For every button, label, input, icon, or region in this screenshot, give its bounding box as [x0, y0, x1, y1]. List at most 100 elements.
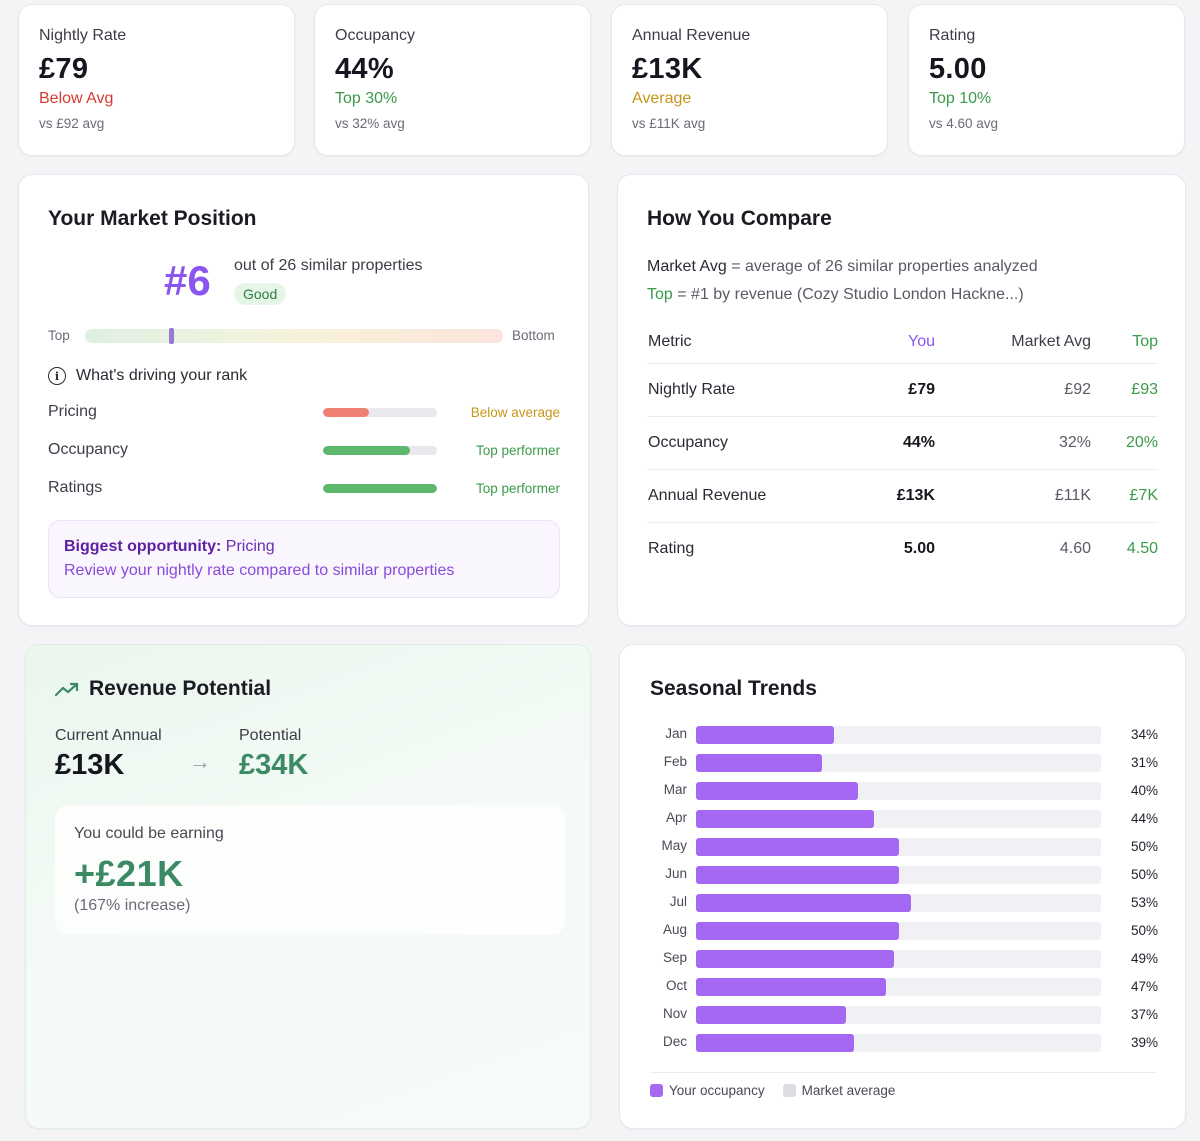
seasonal-row: Dec 39% — [650, 1034, 1160, 1052]
occupancy-bar — [696, 950, 895, 968]
compare-table: Metric You Market Avg Top Nightly Rate £… — [647, 330, 1158, 576]
factor-label: Occupancy — [48, 441, 129, 458]
earning-value: +£21K — [74, 853, 184, 894]
kpi-status: Top 10% — [929, 90, 992, 107]
kpi-card-occupancy: Occupancy 44% Top 30% vs 32% avg — [314, 4, 591, 156]
you-value: 5.00 — [903, 540, 935, 557]
seasonal-row: Oct 47% — [650, 978, 1160, 996]
seasonal-row: Jan 34% — [650, 726, 1160, 744]
opportunity-headline: Biggest opportunity: Pricing — [64, 538, 544, 556]
top-value: 20% — [1125, 434, 1158, 451]
occupancy-bar — [696, 978, 887, 996]
seasonal-row: Sep 49% — [650, 950, 1160, 968]
kpi-status: Top 30% — [335, 90, 398, 107]
rank-number: #6 — [164, 257, 211, 304]
rank-scale-bar — [85, 328, 503, 344]
occupancy-bar — [696, 810, 875, 828]
arrow-right-icon: → — [189, 749, 211, 774]
kpi-value: £79 — [39, 53, 89, 85]
trending-up-icon — [55, 682, 79, 697]
bar-track — [696, 978, 1101, 996]
seasonal-row: Jun 50% — [650, 866, 1160, 884]
kpi-status: Average — [632, 90, 692, 107]
month-label: Mar — [663, 782, 687, 797]
bar-track — [696, 726, 1101, 744]
kpi-label: Rating — [929, 27, 976, 44]
occupancy-value-label: 34% — [1130, 727, 1158, 742]
market-position-title: Your Market Position — [48, 207, 257, 230]
table-row: Occupancy 44% 32% 20% — [647, 417, 1158, 470]
top-key: Top — [647, 286, 673, 303]
seasonal-row: Mar 40% — [650, 782, 1160, 800]
bar-track — [696, 838, 1101, 856]
kpi-label: Occupancy — [335, 27, 416, 44]
revenue-potential-heading: Revenue Potential — [55, 677, 561, 701]
bar-track — [696, 1034, 1101, 1052]
current-annual-label: Current Annual — [55, 727, 162, 744]
rank-marker — [168, 328, 174, 344]
top-value: 4.50 — [1126, 540, 1158, 557]
bar-track — [696, 922, 1101, 940]
month-label: Oct — [665, 978, 687, 993]
occupancy-bar — [696, 838, 899, 856]
earning-label: You could be earning — [74, 825, 224, 842]
bar-track — [696, 950, 1101, 968]
occupancy-bar — [696, 782, 858, 800]
market-avg-description: = average of 26 similar properties analy… — [731, 258, 1038, 275]
month-label: Jan — [665, 726, 687, 741]
compare-title: How You Compare — [647, 207, 832, 230]
market-avg-value: 4.60 — [1059, 540, 1091, 557]
factor-label: Ratings — [48, 479, 103, 496]
kpi-value: 5.00 — [929, 53, 987, 85]
market-avg-value: 32% — [1058, 434, 1091, 451]
you-value: £79 — [908, 381, 935, 398]
current-annual-block: Current Annual £13K — [55, 727, 162, 782]
table-row: Annual Revenue £13K £11K £7K — [647, 470, 1158, 523]
rank-description: out of 26 similar properties — [234, 257, 423, 274]
metric-name: Occupancy — [648, 434, 729, 451]
kpi-card-annual-revenue: Annual Revenue £13K Average vs £11K avg — [611, 4, 888, 156]
bar-track — [696, 866, 1101, 884]
kpi-value: £13K — [632, 53, 703, 85]
factor-occupancy: Occupancy Top performer — [48, 441, 560, 463]
table-header: Metric You Market Avg Top — [647, 330, 1158, 364]
bar-track — [696, 1006, 1101, 1024]
info-icon: i — [48, 367, 66, 385]
driving-rank-heading: i What's driving your rank — [48, 367, 247, 385]
occupancy-bar — [696, 922, 899, 940]
metric-name: Annual Revenue — [648, 487, 767, 504]
occupancy-value-label: 50% — [1130, 867, 1158, 882]
occupancy-value-label: 31% — [1130, 755, 1158, 770]
occupancy-bar — [696, 866, 899, 884]
occupancy-value-label: 40% — [1130, 783, 1158, 798]
top-legend: Top = #1 by revenue (Cozy Studio London … — [647, 286, 1024, 304]
occupancy-bar — [696, 726, 834, 744]
header-metric: Metric — [648, 333, 692, 350]
occupancy-bar — [696, 1034, 854, 1052]
header-you: You — [908, 333, 935, 350]
seasonal-trends-title: Seasonal Trends — [650, 677, 817, 700]
bar-track — [696, 782, 1101, 800]
factor-bar-fill — [323, 484, 437, 493]
kpi-comparison: vs 32% avg — [335, 116, 405, 131]
legend-swatch-your-occupancy — [650, 1084, 663, 1097]
factor-status: Top performer — [475, 481, 560, 496]
driving-rank-title: What's driving your rank — [76, 367, 248, 384]
seasonal-row: May 50% — [650, 838, 1160, 856]
occupancy-value-label: 50% — [1130, 923, 1158, 938]
seasonal-row: Feb 31% — [650, 754, 1160, 772]
occupancy-bar — [696, 754, 822, 772]
market-avg-value: £92 — [1064, 381, 1091, 398]
potential-block: Potential £34K — [239, 727, 308, 782]
kpi-card-nightly-rate: Nightly Rate £79 Below Avg vs £92 avg — [18, 4, 295, 156]
kpi-label: Nightly Rate — [39, 27, 127, 44]
legend-label-your-occupancy: Your occupancy — [669, 1083, 765, 1098]
legend-label-market-average: Market average — [801, 1083, 896, 1098]
month-label: Apr — [665, 810, 687, 825]
top-description: = #1 by revenue (Cozy Studio London Hack… — [677, 286, 1024, 303]
market-avg-legend: Market Avg = average of 26 similar prope… — [647, 258, 1038, 276]
table-row: Rating 5.00 4.60 4.50 — [647, 523, 1158, 576]
factor-bar-track — [323, 484, 437, 493]
opportunity-value: Pricing — [225, 538, 275, 555]
seasonal-row: Nov 37% — [650, 1006, 1160, 1024]
